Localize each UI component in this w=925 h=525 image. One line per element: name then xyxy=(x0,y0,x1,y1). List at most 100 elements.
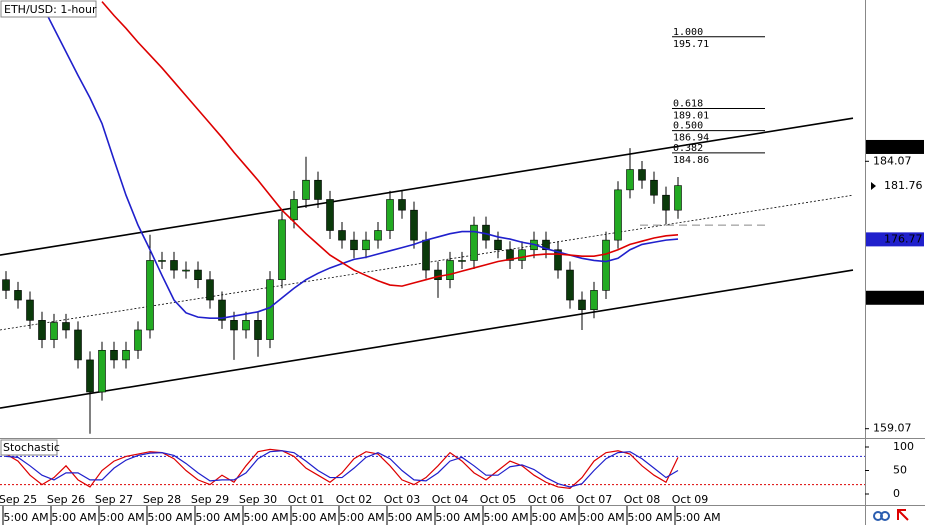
time-label: 5:00 AM xyxy=(435,511,480,524)
stoch-tick-label: 50 xyxy=(893,464,907,477)
fib-price: 186.94 xyxy=(673,133,709,144)
time-label: 5:00 AM xyxy=(339,511,384,524)
candle-body xyxy=(50,322,58,340)
time-label: 5:00 AM xyxy=(627,511,672,524)
candle-body xyxy=(362,239,370,251)
chart-title: ETH/USD: 1-hour xyxy=(4,3,97,16)
candle-body xyxy=(614,189,622,241)
time-label: 5:00 AM xyxy=(3,511,48,524)
fib-ratio: 0.618 xyxy=(673,98,703,109)
fib-ratio: 1.000 xyxy=(673,27,703,38)
candle-body xyxy=(62,322,70,331)
date-label: Oct 01 xyxy=(288,493,325,506)
candle-body xyxy=(230,320,238,331)
candle-body xyxy=(422,239,430,271)
price-tag-label: 185.41 xyxy=(884,140,923,153)
date-label: Sep 27 xyxy=(95,493,133,506)
date-label: Sep 26 xyxy=(47,493,85,506)
arrow-icon[interactable] xyxy=(897,509,909,521)
candle-body xyxy=(182,269,190,272)
candle-body xyxy=(554,249,562,271)
time-label: 5:00 AM xyxy=(147,511,192,524)
candle-body xyxy=(458,260,466,262)
candle-body xyxy=(602,239,610,291)
candle-body xyxy=(314,179,322,200)
date-label: Sep 25 xyxy=(0,493,37,506)
fib-ratio: 0.382 xyxy=(673,143,703,154)
time-label: 5:00 AM xyxy=(579,511,624,524)
fib-price: 184.86 xyxy=(673,155,709,166)
y-tick-label: 184.07 xyxy=(873,154,912,167)
time-label: 5:00 AM xyxy=(531,511,576,524)
main-plot xyxy=(0,1,854,434)
time-label: 5:00 AM xyxy=(243,511,288,524)
candle-body xyxy=(218,299,226,321)
time-label: 5:00 AM xyxy=(675,511,720,524)
date-label: Oct 02 xyxy=(336,493,373,506)
date-label: Sep 28 xyxy=(143,493,181,506)
candle-body xyxy=(578,299,586,310)
stoch-line xyxy=(5,448,679,489)
candle-body xyxy=(338,230,346,241)
stoch-tick-label: 100 xyxy=(893,440,914,453)
link-icon-part xyxy=(880,511,890,521)
candle-body xyxy=(446,260,454,280)
time-label: 5:00 AM xyxy=(291,511,336,524)
fib-price: 189.01 xyxy=(673,110,709,121)
candle-body xyxy=(194,269,202,280)
candle-body xyxy=(506,249,514,261)
candle-body xyxy=(158,260,166,262)
candle-body xyxy=(278,219,286,280)
stoch-title-box xyxy=(0,439,58,456)
candle-body xyxy=(650,179,658,196)
candle-body xyxy=(266,279,274,340)
date-label: Oct 06 xyxy=(528,493,565,506)
candle-body xyxy=(386,199,394,231)
price-tag xyxy=(866,232,924,247)
candle-body xyxy=(74,329,82,361)
price-tag xyxy=(866,139,924,154)
candle-body xyxy=(434,269,442,280)
candle-body xyxy=(626,169,634,191)
time-label: 5:00 AM xyxy=(195,511,240,524)
candle-body xyxy=(122,349,130,361)
price-tag xyxy=(866,179,924,194)
candle-body xyxy=(542,239,550,251)
candle-body xyxy=(374,230,382,241)
candle-body xyxy=(398,199,406,211)
price-tag-label: 176.77 xyxy=(884,232,923,245)
toolbar-icons[interactable] xyxy=(873,509,909,521)
candle-body xyxy=(2,279,10,291)
stoch-title: Stochastic xyxy=(3,441,60,454)
candle-body xyxy=(86,359,94,393)
date-label: Oct 07 xyxy=(576,493,613,506)
price-tag-label: 181.76 xyxy=(884,179,923,192)
price-tag-label: 171.31 xyxy=(884,291,923,304)
title-box xyxy=(0,0,97,18)
date-label: Oct 09 xyxy=(672,493,709,506)
candle-body xyxy=(566,269,574,301)
date-label: Oct 05 xyxy=(480,493,517,506)
candle-body xyxy=(494,239,502,251)
date-label: Oct 04 xyxy=(432,493,469,506)
date-label: Sep 30 xyxy=(239,493,277,506)
stoch-tick-label: 0 xyxy=(893,487,900,500)
candle-body xyxy=(350,239,358,251)
y-tick-label: 159.07 xyxy=(873,422,912,435)
price-tag xyxy=(866,290,924,305)
candle-body xyxy=(518,249,526,261)
candle-body xyxy=(662,194,670,211)
date-label: Sep 29 xyxy=(191,493,229,506)
date-label: Oct 08 xyxy=(624,493,661,506)
candle-body xyxy=(38,320,46,340)
date-label: Oct 03 xyxy=(384,493,421,506)
candle-body xyxy=(14,290,22,301)
time-label: 5:00 AM xyxy=(483,511,528,524)
candle-body xyxy=(206,279,214,301)
price-marker xyxy=(871,182,876,191)
time-label: 5:00 AM xyxy=(99,511,144,524)
candle-body xyxy=(638,169,646,181)
candle-body xyxy=(170,260,178,271)
